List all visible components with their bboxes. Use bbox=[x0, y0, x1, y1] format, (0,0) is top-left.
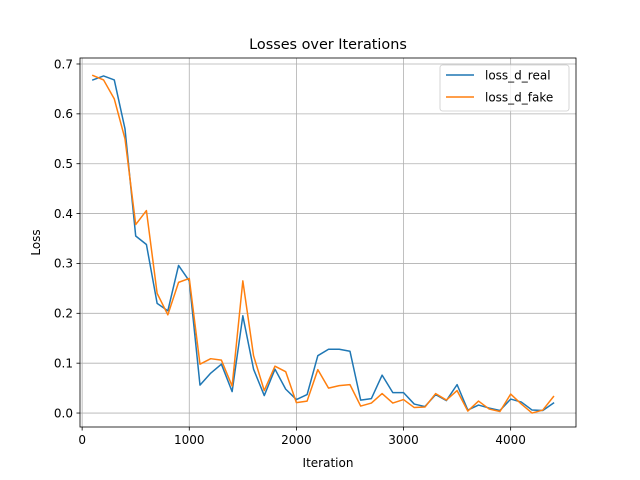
chart-title: Losses over Iterations bbox=[249, 37, 407, 53]
x-tick-label: 4000 bbox=[495, 433, 526, 447]
y-axis-label: Loss bbox=[29, 229, 43, 255]
series-line-loss-d-real bbox=[91, 75, 555, 412]
x-tick-label: 2000 bbox=[281, 433, 312, 447]
series-layer bbox=[91, 74, 555, 414]
legend-box bbox=[439, 64, 570, 112]
legend: loss_d_real loss_d_fake bbox=[439, 64, 570, 112]
y-tick-label: 0.2 bbox=[54, 307, 73, 321]
series-line-loss-d-fake bbox=[91, 74, 555, 414]
y-tick-label: 0.5 bbox=[54, 157, 73, 171]
grid-layer bbox=[80, 58, 576, 427]
tick-layer: 0 1000 2000 3000 4000 0.0 0.1 0.2 0.3 0.4 0.5 0.6 0.… bbox=[54, 57, 526, 447]
x-tick-label: 0 bbox=[78, 433, 86, 447]
y-tick-label: 0.1 bbox=[54, 356, 73, 370]
y-tick-label: 0.4 bbox=[54, 207, 73, 221]
plot-frame bbox=[79, 57, 577, 428]
x-tick-label: 1000 bbox=[174, 433, 205, 447]
x-tick-label: 3000 bbox=[388, 433, 419, 447]
y-tick-label: 0.3 bbox=[54, 257, 73, 271]
y-tick-label: 0.7 bbox=[54, 57, 73, 71]
y-tick-label: 0.0 bbox=[54, 406, 73, 420]
legend-label-loss-d-real: loss_d_real bbox=[485, 69, 551, 83]
x-axis-label: Iteration bbox=[303, 456, 354, 470]
y-tick-label: 0.6 bbox=[54, 107, 73, 121]
legend-label-loss-d-fake: loss_d_fake bbox=[485, 91, 553, 105]
